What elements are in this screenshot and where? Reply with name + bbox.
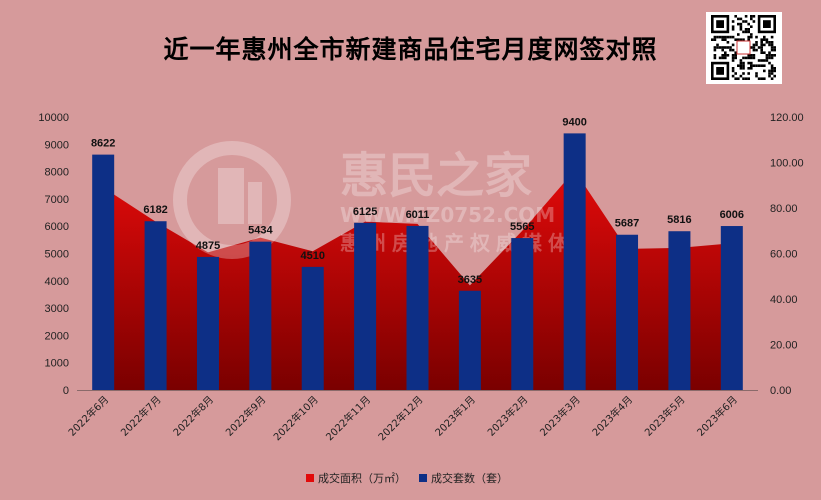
y-right-tick-label: 80.00	[770, 203, 798, 215]
y-right-tick-label: 20.00	[770, 340, 798, 352]
bar-8	[511, 238, 534, 390]
x-tick-label: 2023年4月	[589, 393, 635, 439]
y-left-tick-label: 2000	[45, 330, 69, 342]
x-tick-label: 2022年11月	[323, 393, 373, 443]
bar-6	[406, 225, 429, 390]
y-right-tick-label: 60.00	[770, 249, 798, 261]
bar-value-label: 6182	[143, 204, 167, 216]
x-tick-label: 2022年10月	[271, 393, 321, 443]
bar-value-label: 4875	[196, 240, 220, 252]
y-left-tick-label: 0	[63, 385, 69, 397]
bar-3	[249, 241, 272, 390]
bar-value-label: 5816	[667, 214, 691, 226]
bar-value-label: 6125	[353, 206, 377, 218]
x-tick-label: 2023年1月	[432, 393, 478, 439]
bar-12	[720, 226, 743, 390]
bar-4	[301, 266, 324, 390]
bar-2	[196, 256, 219, 390]
y-right-tick-label: 40.00	[770, 294, 798, 306]
watermark-brand: 惠民之家	[340, 148, 532, 204]
bar-value-label: 9400	[562, 116, 586, 128]
bar-value-label: 3635	[458, 274, 482, 286]
x-tick-label: 2022年7月	[118, 393, 164, 439]
y-right-tick-label: 120.00	[770, 112, 804, 124]
qr-center-logo	[736, 40, 751, 55]
legend-swatch-area	[306, 474, 314, 482]
qr-finder-pattern	[711, 15, 730, 34]
bar-7	[458, 290, 481, 390]
x-tick-label: 2022年6月	[65, 393, 111, 439]
x-tick-label: 2022年8月	[170, 393, 216, 439]
x-tick-label: 2023年3月	[537, 393, 583, 439]
watermark-logo-ring	[173, 141, 291, 259]
bar-value-label: 6006	[720, 209, 744, 221]
x-tick-label: 2022年9月	[223, 393, 269, 439]
chart-title: 近一年惠州全市新建商品住宅月度网签对照	[163, 35, 658, 64]
qr-finder-pattern	[711, 61, 730, 80]
bar-value-label: 8622	[91, 138, 115, 150]
bar-11	[668, 231, 691, 390]
bar-10	[616, 234, 639, 390]
qr-code-graphic	[711, 15, 776, 80]
y-left-tick-label: 9000	[45, 139, 69, 151]
y-left-tick-label: 6000	[45, 221, 69, 233]
qr-code	[706, 12, 782, 84]
bar-value-label: 6011	[406, 209, 430, 221]
bar-value-label: 4510	[300, 250, 324, 262]
y-left-tick-label: 5000	[45, 249, 69, 261]
watermark-logo-building-small	[248, 182, 262, 224]
y-left-tick-label: 10000	[38, 112, 69, 124]
qr-finder-pattern	[757, 15, 776, 34]
y-right-tick-label: 0.00	[770, 385, 791, 397]
x-tick-label: 2023年6月	[694, 393, 740, 439]
bar-1	[144, 221, 167, 390]
legend: 成交面积（万㎡） 成交套数（套）	[306, 471, 508, 485]
y-left-tick-label: 4000	[45, 276, 69, 288]
y-right-tick-label: 100.00	[770, 158, 804, 170]
legend-swatch-bar	[419, 474, 427, 482]
legend-label-bar: 成交套数（套）	[431, 471, 508, 485]
bar-value-label: 5434	[248, 225, 273, 237]
qr-modules	[711, 15, 776, 80]
bar-value-label: 5565	[510, 221, 534, 233]
y-left-tick-label: 3000	[45, 303, 69, 315]
x-tick-label: 2022年12月	[375, 393, 425, 443]
y-left-tick-label: 1000	[45, 358, 69, 370]
y-left-tick-label: 8000	[45, 167, 69, 179]
watermark-logo-building	[218, 168, 244, 224]
y-left-tick-label: 7000	[45, 194, 69, 206]
x-tick-label: 2023年5月	[642, 393, 688, 439]
bar-9	[563, 133, 586, 390]
bar-5	[354, 222, 377, 390]
bar-value-label: 5687	[615, 218, 639, 230]
legend-label-area: 成交面积（万㎡）	[318, 471, 406, 485]
bar-0	[92, 154, 115, 390]
x-tick-label: 2023年2月	[485, 393, 531, 439]
